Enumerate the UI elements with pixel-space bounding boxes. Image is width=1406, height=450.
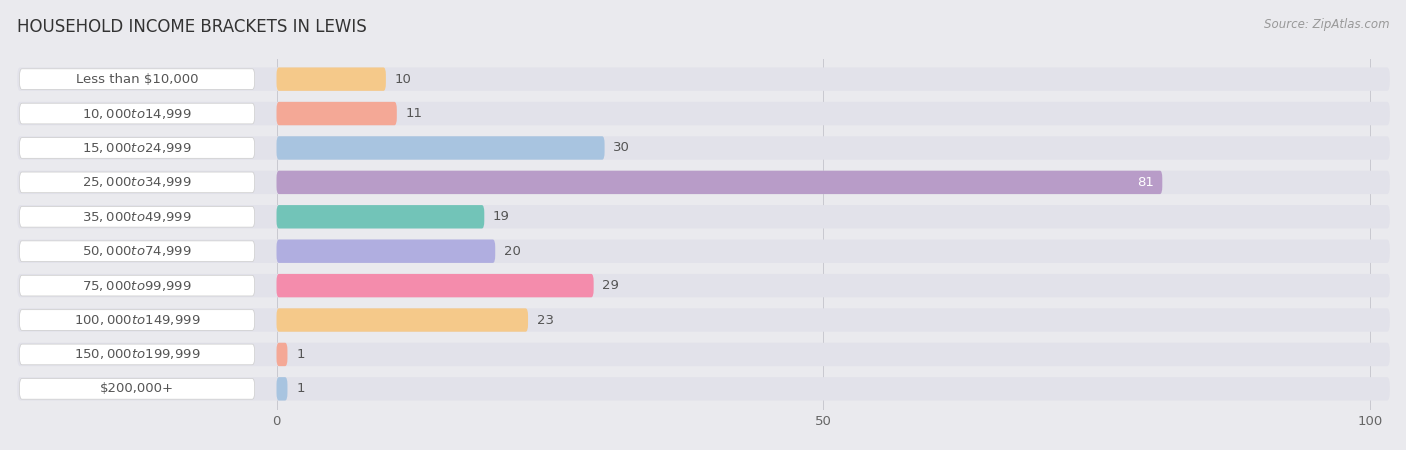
Text: HOUSEHOLD INCOME BRACKETS IN LEWIS: HOUSEHOLD INCOME BRACKETS IN LEWIS: [17, 18, 367, 36]
Text: 29: 29: [602, 279, 619, 292]
FancyBboxPatch shape: [20, 207, 254, 227]
FancyBboxPatch shape: [17, 274, 1389, 297]
Text: 20: 20: [503, 245, 520, 258]
Text: 10: 10: [395, 72, 412, 86]
Text: $50,000 to $74,999: $50,000 to $74,999: [82, 244, 193, 258]
FancyBboxPatch shape: [17, 377, 1389, 400]
Text: 19: 19: [494, 210, 510, 223]
Text: $35,000 to $49,999: $35,000 to $49,999: [82, 210, 193, 224]
FancyBboxPatch shape: [20, 275, 254, 296]
Text: 30: 30: [613, 141, 630, 154]
Text: Source: ZipAtlas.com: Source: ZipAtlas.com: [1264, 18, 1389, 31]
FancyBboxPatch shape: [17, 343, 1389, 366]
FancyBboxPatch shape: [277, 274, 593, 297]
FancyBboxPatch shape: [17, 205, 1389, 229]
FancyBboxPatch shape: [17, 171, 1389, 194]
Text: $75,000 to $99,999: $75,000 to $99,999: [82, 279, 193, 292]
FancyBboxPatch shape: [277, 136, 605, 160]
FancyBboxPatch shape: [20, 378, 254, 399]
FancyBboxPatch shape: [17, 68, 1389, 91]
FancyBboxPatch shape: [20, 172, 254, 193]
FancyBboxPatch shape: [277, 343, 287, 366]
FancyBboxPatch shape: [17, 102, 1389, 125]
FancyBboxPatch shape: [20, 103, 254, 124]
Text: $150,000 to $199,999: $150,000 to $199,999: [75, 347, 200, 361]
FancyBboxPatch shape: [20, 69, 254, 90]
FancyBboxPatch shape: [17, 136, 1389, 160]
FancyBboxPatch shape: [17, 308, 1389, 332]
Text: 1: 1: [297, 382, 305, 396]
FancyBboxPatch shape: [277, 171, 1163, 194]
Text: 11: 11: [405, 107, 423, 120]
Text: $25,000 to $34,999: $25,000 to $34,999: [82, 176, 193, 189]
FancyBboxPatch shape: [277, 308, 529, 332]
FancyBboxPatch shape: [20, 310, 254, 330]
FancyBboxPatch shape: [277, 377, 287, 400]
Text: $200,000+: $200,000+: [100, 382, 174, 396]
FancyBboxPatch shape: [277, 102, 396, 125]
FancyBboxPatch shape: [277, 239, 495, 263]
Text: 23: 23: [537, 314, 554, 327]
Text: $100,000 to $149,999: $100,000 to $149,999: [75, 313, 200, 327]
FancyBboxPatch shape: [17, 239, 1389, 263]
FancyBboxPatch shape: [20, 344, 254, 365]
Text: $10,000 to $14,999: $10,000 to $14,999: [82, 107, 193, 121]
FancyBboxPatch shape: [20, 138, 254, 158]
Text: 81: 81: [1136, 176, 1153, 189]
FancyBboxPatch shape: [277, 205, 484, 229]
Text: $15,000 to $24,999: $15,000 to $24,999: [82, 141, 193, 155]
Text: Less than $10,000: Less than $10,000: [76, 72, 198, 86]
Text: 1: 1: [297, 348, 305, 361]
FancyBboxPatch shape: [20, 241, 254, 261]
FancyBboxPatch shape: [277, 68, 385, 91]
